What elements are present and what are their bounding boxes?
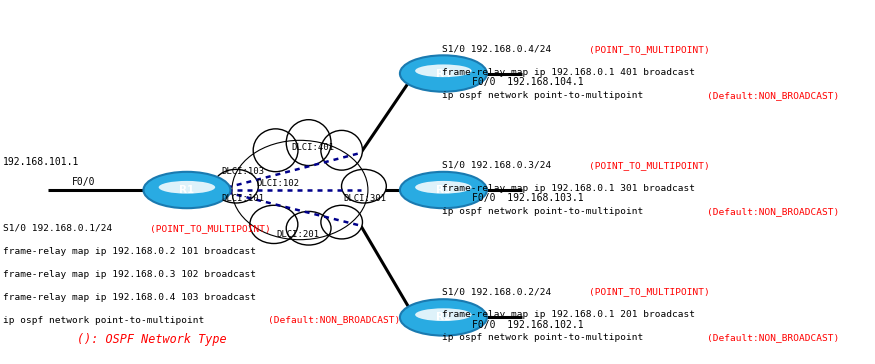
Text: (Default:NON_BROADCAST): (Default:NON_BROADCAST) xyxy=(268,316,400,325)
Ellipse shape xyxy=(321,205,362,239)
Text: S1/0 192.168.0.3/24: S1/0 192.168.0.3/24 xyxy=(442,161,556,170)
Text: F0/0  192.168.102.1: F0/0 192.168.102.1 xyxy=(473,320,584,331)
Text: F0/0  192.168.103.1: F0/0 192.168.103.1 xyxy=(473,193,584,203)
Text: frame-relay map ip 192.168.0.2 101 broadcast: frame-relay map ip 192.168.0.2 101 broad… xyxy=(3,247,255,256)
Text: (Default:NON_BROADCAST): (Default:NON_BROADCAST) xyxy=(707,207,839,216)
Text: frame-relay map ip 192.168.0.4 103 broadcast: frame-relay map ip 192.168.0.4 103 broad… xyxy=(3,293,255,302)
Text: 192.168.101.1: 192.168.101.1 xyxy=(3,157,79,167)
Ellipse shape xyxy=(341,169,387,203)
Ellipse shape xyxy=(286,211,331,245)
Text: F0/0: F0/0 xyxy=(72,177,95,187)
Text: S1/0 192.168.0.2/24: S1/0 192.168.0.2/24 xyxy=(442,288,556,297)
Text: DLCI:102: DLCI:102 xyxy=(256,179,299,188)
Ellipse shape xyxy=(400,55,486,92)
Text: R2: R2 xyxy=(436,312,451,323)
Ellipse shape xyxy=(415,64,472,77)
Text: S1/0 192.168.0.1/24: S1/0 192.168.0.1/24 xyxy=(3,224,117,233)
Ellipse shape xyxy=(321,130,362,170)
Text: (POINT_TO_MULTIPOINT): (POINT_TO_MULTIPOINT) xyxy=(589,161,710,170)
Text: R4: R4 xyxy=(436,68,452,79)
Ellipse shape xyxy=(253,129,298,172)
Text: DLCI:103: DLCI:103 xyxy=(221,167,265,175)
Ellipse shape xyxy=(400,172,486,208)
Text: frame-relay map ip 192.168.0.3 102 broadcast: frame-relay map ip 192.168.0.3 102 broad… xyxy=(3,270,255,279)
Text: (Default:NON_BROADCAST): (Default:NON_BROADCAST) xyxy=(707,333,839,343)
Ellipse shape xyxy=(214,169,258,203)
Text: (POINT_TO_MULTIPOINT): (POINT_TO_MULTIPOINT) xyxy=(589,288,710,297)
Text: R1: R1 xyxy=(179,185,194,195)
Text: frame-relay map ip 192.168.0.1 401 broadcast: frame-relay map ip 192.168.0.1 401 broad… xyxy=(442,68,695,77)
Text: frame-relay map ip 192.168.0.1 201 broadcast: frame-relay map ip 192.168.0.1 201 broad… xyxy=(442,310,695,320)
Text: ip ospf network point-to-multipoint: ip ospf network point-to-multipoint xyxy=(442,207,648,216)
Text: frame-relay map ip 192.168.0.1 301 broadcast: frame-relay map ip 192.168.0.1 301 broad… xyxy=(442,184,695,193)
Text: (Default:NON_BROADCAST): (Default:NON_BROADCAST) xyxy=(707,91,839,100)
Ellipse shape xyxy=(415,181,472,194)
Text: DLCI:101: DLCI:101 xyxy=(221,194,265,203)
Ellipse shape xyxy=(144,172,230,208)
Text: ip ospf network point-to-multipoint: ip ospf network point-to-multipoint xyxy=(442,333,648,343)
Text: DLCI:401: DLCI:401 xyxy=(291,143,334,151)
Text: (): OSPF Network Type: (): OSPF Network Type xyxy=(77,333,227,346)
Text: R3: R3 xyxy=(436,185,451,195)
Ellipse shape xyxy=(158,181,215,194)
Text: (POINT_TO_MULTIPOINT): (POINT_TO_MULTIPOINT) xyxy=(150,224,270,233)
Ellipse shape xyxy=(400,299,486,336)
Ellipse shape xyxy=(415,308,472,321)
Ellipse shape xyxy=(232,140,368,240)
Text: DLCI:301: DLCI:301 xyxy=(343,194,387,203)
Text: ip ospf network point-to-multipoint: ip ospf network point-to-multipoint xyxy=(3,316,210,325)
Ellipse shape xyxy=(286,120,331,166)
Text: DLCI:201: DLCI:201 xyxy=(276,230,319,239)
Text: F0/0  192.168.104.1: F0/0 192.168.104.1 xyxy=(473,76,584,87)
Text: (POINT_TO_MULTIPOINT): (POINT_TO_MULTIPOINT) xyxy=(589,45,710,54)
Text: S1/0 192.168.0.4/24: S1/0 192.168.0.4/24 xyxy=(442,45,556,54)
Text: ip ospf network point-to-multipoint: ip ospf network point-to-multipoint xyxy=(442,91,648,100)
Ellipse shape xyxy=(250,205,298,244)
